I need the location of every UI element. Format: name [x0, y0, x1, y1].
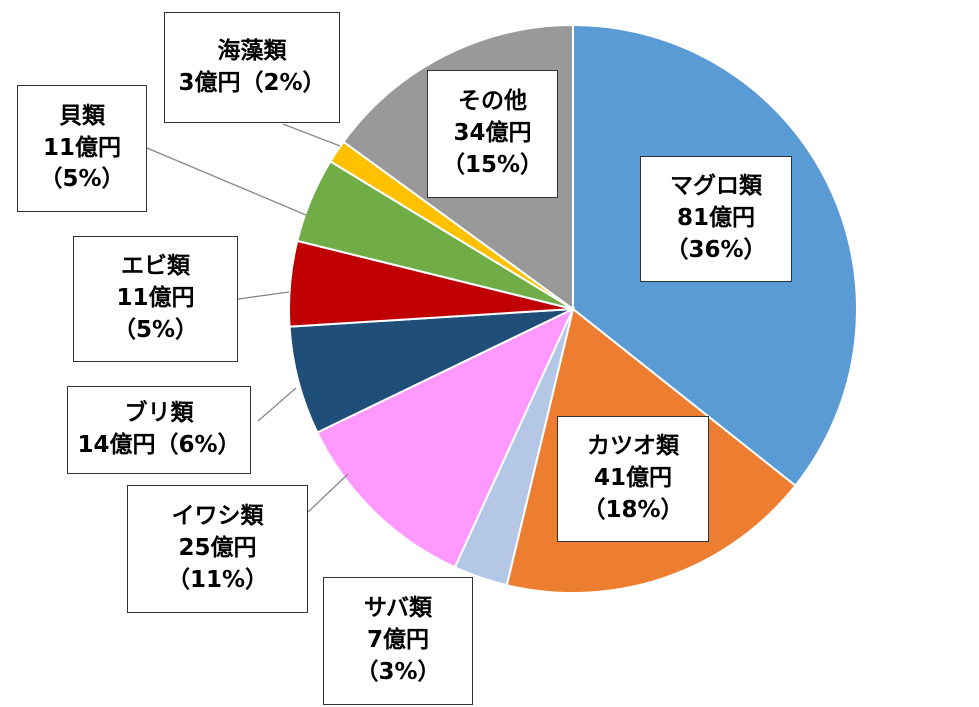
label-tuna: マグロ類 81億円 （36%）: [640, 156, 792, 282]
label-yellowtail-pct: （6%）: [155, 432, 241, 458]
leader-line-shellfish: [146, 147, 307, 216]
leader-line-yellowtail: [257, 387, 297, 422]
label-shellfish-value: 11億円: [42, 134, 121, 161]
label-shellfish-name: 貝類: [59, 102, 105, 129]
label-mackerel-pct: （3%）: [355, 658, 441, 685]
label-yellowtail: ブリ類 14億円（6%）: [67, 386, 251, 474]
label-bonito-name: カツオ類: [587, 433, 679, 460]
label-mackerel-value: 7億円: [366, 627, 429, 654]
leader-line-seaweed: [282, 123, 341, 147]
label-sardine-value: 25億円: [178, 535, 257, 562]
label-shrimp: エビ類 11億円 （5%）: [73, 236, 238, 362]
label-bonito-pct: （18%）: [582, 496, 684, 523]
label-shellfish-pct: （5%）: [39, 166, 125, 193]
label-shrimp-name: エビ類: [121, 253, 190, 280]
label-other-name: その他: [458, 88, 527, 115]
label-sardine: イワシ類 25億円 （11%）: [127, 485, 308, 613]
label-yellowtail-name: ブリ類: [124, 400, 194, 427]
label-yellowtail-value: 14億円: [77, 432, 156, 458]
label-seaweed: 海藻類 3億円（2%）: [164, 12, 340, 123]
label-tuna-value: 81億円: [676, 205, 755, 232]
label-tuna-pct: （36%）: [665, 236, 767, 263]
label-seaweed-pct: （2%）: [240, 69, 326, 96]
label-shrimp-value: 11億円: [116, 285, 195, 312]
label-shrimp-pct: （5%）: [112, 316, 199, 343]
label-other: その他 34億円 （15%）: [427, 70, 558, 198]
label-seaweed-value: 3億円: [178, 69, 241, 96]
label-seaweed-name: 海藻類: [217, 37, 287, 64]
label-shellfish: 貝類 11億円 （5%）: [17, 85, 147, 212]
label-tuna-name: マグロ類: [670, 173, 762, 200]
label-other-pct: （15%）: [441, 151, 544, 178]
label-mackerel: サバ類 7億円 （3%）: [323, 577, 473, 705]
leader-line-shrimp: [237, 291, 290, 300]
label-sardine-name: イワシ類: [171, 503, 264, 530]
label-bonito: カツオ類 41億円 （18%）: [557, 416, 709, 542]
label-mackerel-name: サバ類: [363, 595, 433, 622]
label-seaweed-value-pct: 3億円（2%）: [178, 68, 325, 100]
label-other-value: 34億円: [453, 120, 532, 147]
pie-slice-sardine: [315, 306, 576, 569]
label-sardine-pct: （11%）: [166, 566, 269, 593]
label-yellowtail-value-pct: 14億円（6%）: [77, 430, 240, 462]
leader-line-sardine: [307, 473, 349, 513]
label-bonito-value: 41億円: [593, 465, 672, 492]
